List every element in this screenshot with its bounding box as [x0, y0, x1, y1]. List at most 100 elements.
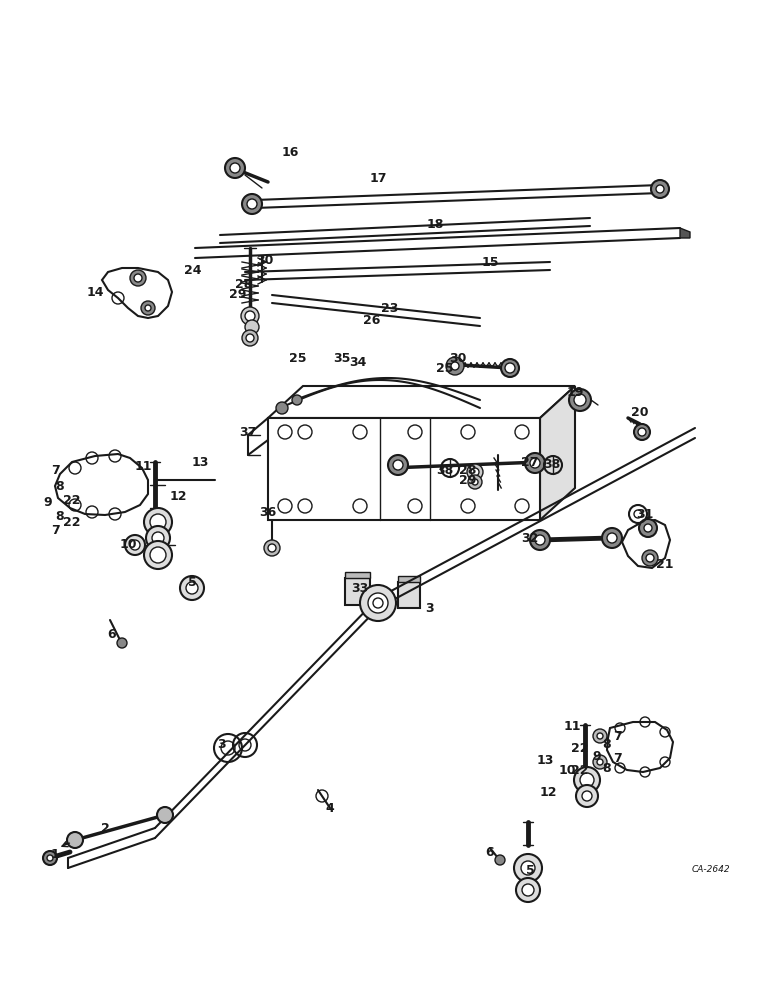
Circle shape	[157, 807, 173, 823]
Circle shape	[47, 855, 53, 861]
Text: 4: 4	[326, 802, 334, 814]
Circle shape	[43, 851, 57, 865]
Circle shape	[495, 855, 505, 865]
Text: 8: 8	[603, 762, 611, 774]
Circle shape	[467, 464, 483, 480]
Text: 37: 37	[239, 426, 256, 438]
Text: 3: 3	[218, 738, 226, 752]
Circle shape	[593, 729, 607, 743]
Text: 9: 9	[44, 495, 52, 508]
Circle shape	[505, 363, 515, 373]
Text: 5: 5	[526, 863, 534, 876]
Circle shape	[535, 535, 545, 545]
Circle shape	[186, 582, 198, 594]
Circle shape	[468, 475, 482, 489]
Polygon shape	[268, 418, 540, 520]
Text: 7: 7	[614, 752, 622, 764]
Text: 16: 16	[281, 146, 299, 159]
Circle shape	[117, 638, 127, 648]
Circle shape	[472, 479, 478, 485]
Polygon shape	[680, 228, 690, 238]
Text: 6: 6	[107, 629, 117, 642]
Text: 30: 30	[256, 253, 274, 266]
Circle shape	[125, 535, 145, 555]
Polygon shape	[345, 572, 370, 578]
Circle shape	[471, 468, 479, 476]
Text: 14: 14	[86, 286, 103, 298]
Text: 7: 7	[51, 524, 59, 536]
Text: CA-2642: CA-2642	[692, 865, 730, 874]
Text: 10: 10	[119, 538, 137, 552]
Text: 38: 38	[436, 464, 454, 477]
Circle shape	[521, 861, 535, 875]
Circle shape	[246, 334, 254, 342]
Text: 2: 2	[100, 822, 110, 834]
Text: 30: 30	[449, 352, 467, 364]
Text: 19: 19	[567, 386, 584, 399]
Text: 25: 25	[290, 352, 306, 364]
Circle shape	[602, 528, 622, 548]
Circle shape	[607, 533, 617, 543]
Text: 32: 32	[521, 532, 539, 544]
Circle shape	[242, 194, 262, 214]
Circle shape	[501, 359, 519, 377]
Circle shape	[522, 884, 534, 896]
Polygon shape	[268, 386, 575, 418]
Text: 24: 24	[185, 264, 201, 277]
Circle shape	[644, 524, 652, 532]
Circle shape	[130, 540, 140, 550]
Text: 5: 5	[188, 576, 196, 588]
Circle shape	[144, 508, 172, 536]
Text: 28: 28	[235, 277, 252, 290]
Circle shape	[180, 576, 204, 600]
Polygon shape	[345, 578, 370, 605]
Polygon shape	[55, 454, 148, 515]
Text: 22: 22	[63, 516, 81, 528]
Circle shape	[574, 394, 586, 406]
Circle shape	[152, 532, 164, 544]
Circle shape	[264, 540, 280, 556]
Text: 8: 8	[56, 481, 64, 493]
Circle shape	[242, 330, 258, 346]
Circle shape	[245, 311, 255, 321]
Circle shape	[638, 428, 646, 436]
Circle shape	[292, 395, 302, 405]
Circle shape	[268, 544, 276, 552]
Text: 11: 11	[134, 460, 152, 474]
Text: 28: 28	[459, 464, 476, 478]
Text: 26: 26	[364, 314, 381, 326]
Polygon shape	[540, 386, 575, 520]
Text: 21: 21	[656, 558, 674, 572]
Circle shape	[144, 541, 172, 569]
Circle shape	[150, 547, 166, 563]
Text: 27: 27	[521, 456, 539, 468]
Text: 1: 1	[51, 848, 59, 861]
Circle shape	[67, 832, 83, 848]
Text: 10: 10	[558, 764, 576, 776]
Text: 12: 12	[169, 489, 187, 502]
Circle shape	[145, 305, 151, 311]
Text: 7: 7	[614, 730, 622, 742]
Circle shape	[225, 158, 245, 178]
Text: 35: 35	[334, 352, 350, 364]
Circle shape	[451, 362, 459, 370]
Text: 11: 11	[564, 720, 581, 734]
Text: 38: 38	[543, 458, 560, 471]
Text: 25: 25	[436, 361, 454, 374]
Circle shape	[582, 791, 592, 801]
Circle shape	[241, 307, 259, 325]
Text: 13: 13	[537, 754, 554, 766]
Text: 22: 22	[63, 493, 81, 506]
Circle shape	[574, 767, 600, 793]
Circle shape	[634, 424, 650, 440]
Text: 9: 9	[593, 750, 601, 762]
Circle shape	[150, 514, 166, 530]
Text: 17: 17	[369, 172, 387, 184]
Text: 6: 6	[486, 846, 494, 858]
Circle shape	[530, 458, 540, 468]
Polygon shape	[398, 582, 420, 608]
Circle shape	[580, 773, 594, 787]
Text: 7: 7	[51, 464, 59, 477]
Circle shape	[525, 453, 545, 473]
Text: 36: 36	[259, 506, 276, 520]
